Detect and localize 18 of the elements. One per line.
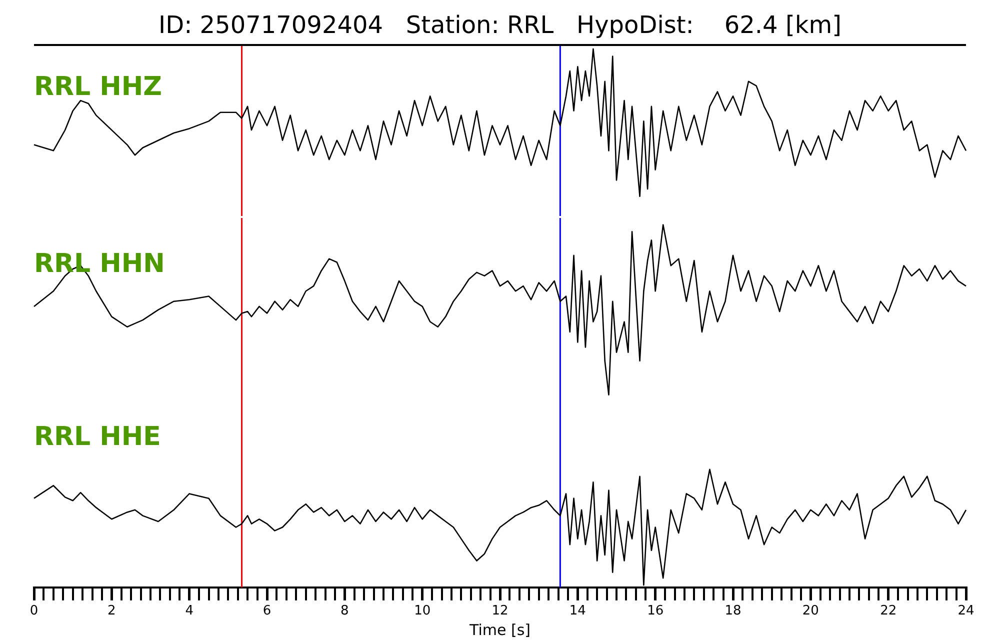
- x-tick-label: 14: [569, 604, 586, 619]
- chart-title: ID: 250717092404 Station: RRL HypoDist: 62.4 [km]: [34, 0, 966, 46]
- x-axis-title: Time [s]: [468, 620, 530, 639]
- x-tick-label: 20: [802, 604, 819, 619]
- x-tick-label: 6: [262, 604, 272, 619]
- x-tick-label: 16: [647, 604, 664, 619]
- x-tick-label: 4: [185, 604, 194, 619]
- x-tick-label: 22: [880, 604, 897, 619]
- series-label: RRL HHE: [34, 422, 161, 452]
- series-label: RRL HHN: [34, 248, 165, 279]
- series-label: RRL HHZ: [34, 72, 162, 102]
- x-tick-label: 18: [724, 604, 742, 619]
- x-tick-label: 24: [958, 604, 974, 619]
- x-tick-label: 10: [414, 604, 431, 619]
- x-tick-label: 2: [108, 604, 116, 619]
- x-tick-label: 12: [492, 604, 508, 619]
- x-tick-label: 8: [340, 604, 349, 619]
- x-tick-label: 0: [30, 604, 38, 619]
